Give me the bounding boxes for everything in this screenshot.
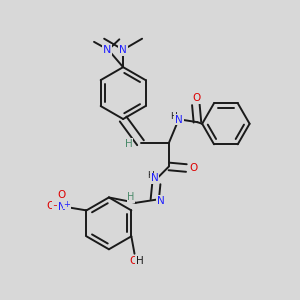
Text: N: N: [119, 45, 127, 55]
Text: N: N: [175, 115, 183, 124]
Text: H: H: [147, 171, 154, 180]
Text: H: H: [170, 112, 177, 121]
Text: O: O: [46, 201, 54, 211]
Text: O: O: [192, 93, 201, 103]
Text: −: −: [52, 201, 59, 210]
Text: H: H: [124, 139, 132, 149]
Text: N: N: [157, 196, 164, 206]
Text: O: O: [58, 190, 66, 200]
Text: N: N: [151, 173, 159, 184]
Text: O: O: [189, 163, 197, 173]
Text: N: N: [103, 45, 112, 55]
Text: H: H: [127, 192, 135, 202]
Text: H: H: [136, 256, 143, 266]
Text: OH: OH: [128, 256, 144, 266]
Text: N: N: [58, 202, 66, 212]
Text: O: O: [129, 256, 138, 266]
Text: +: +: [63, 200, 70, 208]
